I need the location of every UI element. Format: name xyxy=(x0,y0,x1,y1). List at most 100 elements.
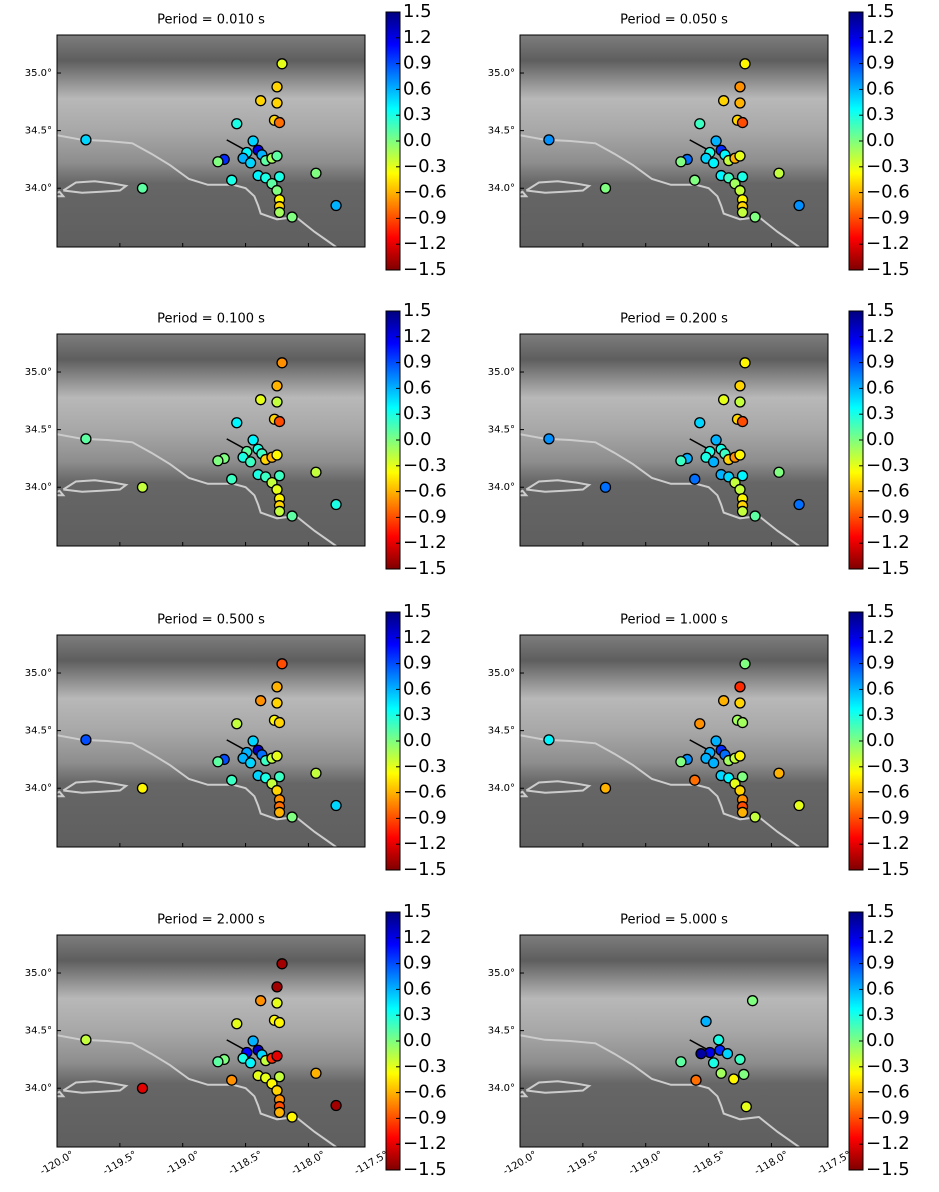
y-tick-label: 35.0° xyxy=(488,68,515,79)
station xyxy=(232,119,242,129)
x-tick-label: -120.0° xyxy=(501,1149,539,1177)
panel: Period = 0.500 s34.0°34.5°35.0°1.51.20.9… xyxy=(25,601,447,880)
station xyxy=(277,358,287,368)
panel-title: Period = 0.050 s xyxy=(620,13,728,28)
colorbar-tick-label: −1.2 xyxy=(866,1133,910,1154)
station xyxy=(331,500,341,510)
station xyxy=(275,807,285,817)
colorbar-tick-label: 1.5 xyxy=(403,300,432,321)
y-tick-label: 35.0° xyxy=(25,367,52,378)
colorbar-tick-label: −0.9 xyxy=(866,1107,910,1128)
y-tick-label: 34.5° xyxy=(488,1026,515,1037)
colorbar-tick-label: 0.9 xyxy=(866,653,895,674)
station xyxy=(696,1049,706,1059)
colorbar-tick-label: −0.3 xyxy=(866,455,910,476)
y-tick-label: 34.0° xyxy=(488,1083,515,1094)
colorbar-tick-label: −0.9 xyxy=(403,807,447,828)
y-tick-label: 35.0° xyxy=(488,367,515,378)
station xyxy=(272,82,282,92)
colorbar-tick-label: −0.9 xyxy=(866,506,910,527)
station xyxy=(738,417,748,427)
station xyxy=(544,434,554,444)
station xyxy=(275,417,285,427)
station xyxy=(272,485,282,495)
station xyxy=(738,506,748,516)
colorbar-tick-label: −1.5 xyxy=(403,859,447,880)
station xyxy=(213,757,223,767)
station xyxy=(740,59,750,69)
colorbar-tick-label: 1.2 xyxy=(866,927,895,948)
colorbar-tick-label: 0.3 xyxy=(866,704,895,725)
station xyxy=(275,1107,285,1117)
panel-title: Period = 0.200 s xyxy=(620,312,728,327)
station xyxy=(735,1054,745,1064)
station xyxy=(735,82,745,92)
colorbar-tick-label: −0.6 xyxy=(866,1082,910,1103)
y-tick-label: 34.5° xyxy=(25,1026,52,1037)
panel: Period = 2.000 s34.0°34.5°35.0°-120.0°-1… xyxy=(25,901,447,1180)
colorbar-tick-label: −0.6 xyxy=(403,1082,447,1103)
colorbar-tick-label: 1.5 xyxy=(866,1,895,22)
station xyxy=(137,482,147,492)
station xyxy=(277,659,287,669)
station xyxy=(711,435,721,445)
panel: Period = 1.000 s34.0°34.5°35.0°1.51.20.9… xyxy=(488,601,910,880)
station xyxy=(544,735,554,745)
panel-title: Period = 0.010 s xyxy=(157,13,265,28)
colorbar-tick-label: 1.5 xyxy=(866,601,895,622)
station xyxy=(750,812,760,822)
station xyxy=(272,751,282,761)
station xyxy=(137,1083,147,1093)
station xyxy=(739,1069,749,1079)
station xyxy=(774,768,784,778)
station xyxy=(738,207,748,217)
station xyxy=(137,783,147,793)
x-tick-label: -119.0° xyxy=(627,1149,665,1177)
colorbar-tick-label: −1.5 xyxy=(866,859,910,880)
station xyxy=(709,1058,719,1068)
station xyxy=(691,1075,701,1085)
station xyxy=(738,772,748,782)
colorbar-tick-label: −1.5 xyxy=(403,558,447,579)
y-tick-label: 34.0° xyxy=(25,1083,52,1094)
colorbar-tick-label: −0.3 xyxy=(866,156,910,177)
colorbar-tick-label: 1.2 xyxy=(403,27,432,48)
station xyxy=(735,450,745,460)
y-tick-label: 34.0° xyxy=(488,482,515,493)
station xyxy=(735,397,745,407)
station xyxy=(272,186,282,196)
station xyxy=(227,1075,237,1085)
station xyxy=(272,698,282,708)
station xyxy=(81,135,91,145)
colorbar-tick-label: −1.2 xyxy=(866,833,910,854)
colorbar-tick-label: 0.6 xyxy=(866,978,895,999)
colorbar-tick-label: −0.9 xyxy=(403,506,447,527)
panel: Period = 0.050 s34.0°34.5°35.0°1.51.20.9… xyxy=(488,1,910,280)
colorbar-tick-label: 0.0 xyxy=(866,730,895,751)
station xyxy=(232,418,242,428)
station xyxy=(544,135,554,145)
station xyxy=(248,136,258,146)
station xyxy=(738,718,748,728)
colorbar-tick-label: 0.0 xyxy=(403,730,432,751)
colorbar-tick-label: 1.2 xyxy=(866,627,895,648)
station xyxy=(735,751,745,761)
station xyxy=(227,474,237,484)
station xyxy=(331,1101,341,1111)
y-tick-label: 35.0° xyxy=(25,668,52,679)
station xyxy=(701,1016,711,1026)
colorbar-tick-label: −1.2 xyxy=(403,833,447,854)
station xyxy=(748,996,758,1006)
station xyxy=(735,682,745,692)
station xyxy=(331,201,341,211)
colorbar-tick-label: 0.3 xyxy=(403,1004,432,1025)
station xyxy=(716,1068,726,1078)
colorbar-tick-label: 0.0 xyxy=(403,130,432,151)
station xyxy=(287,511,297,521)
panel: Period = 5.000 s34.0°34.5°35.0°-120.0°-1… xyxy=(488,901,910,1180)
station xyxy=(272,682,282,692)
station xyxy=(213,456,223,466)
station xyxy=(81,735,91,745)
station xyxy=(714,1035,724,1045)
colorbar-tick-label: 0.6 xyxy=(866,377,895,398)
